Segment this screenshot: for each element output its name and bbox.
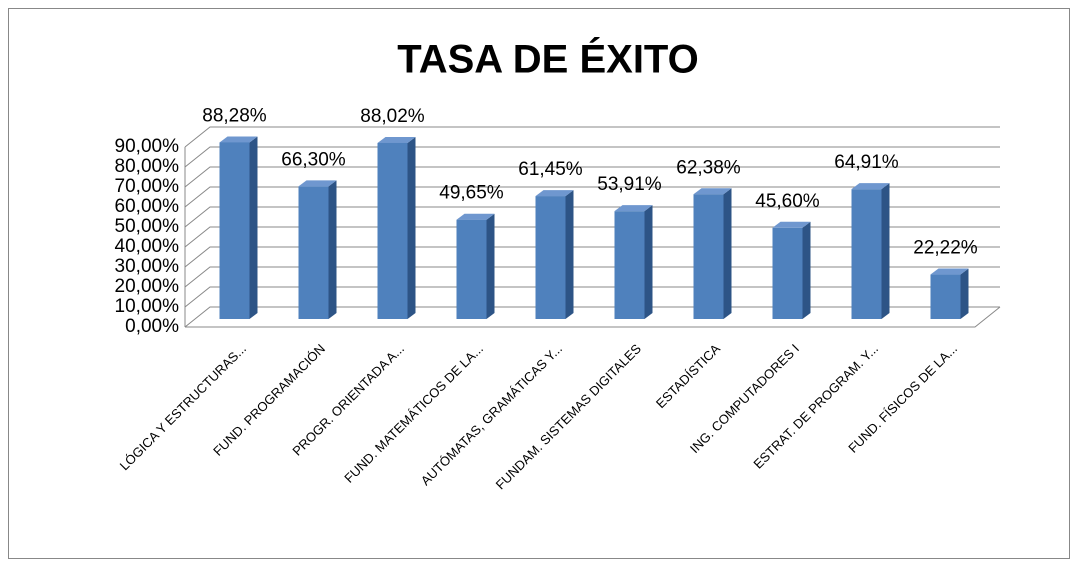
bar-top xyxy=(930,268,969,275)
bar-side xyxy=(249,136,258,319)
grid-line xyxy=(184,206,1000,228)
grid-line xyxy=(184,146,1000,168)
grid-line xyxy=(184,166,1000,188)
value-label: 88,02% xyxy=(360,106,425,127)
bar-side xyxy=(723,188,732,319)
y-tick-label: 30,00% xyxy=(115,256,180,277)
bar-side xyxy=(407,136,416,319)
y-tick-label: 20,00% xyxy=(115,276,180,297)
value-label: 88,28% xyxy=(202,105,267,126)
bar xyxy=(851,189,882,319)
bar-side xyxy=(565,190,574,319)
grid-line xyxy=(184,186,1000,208)
y-tick-label: 70,00% xyxy=(115,176,180,197)
value-label: 62,38% xyxy=(676,157,741,178)
floor-edge xyxy=(185,306,1001,328)
y-tick-label: 0,00% xyxy=(125,316,179,337)
bar-side xyxy=(328,180,337,319)
bar xyxy=(930,274,961,319)
value-label: 45,60% xyxy=(755,191,820,212)
value-label: 66,30% xyxy=(281,149,346,170)
bar-side xyxy=(881,183,890,319)
bar-top xyxy=(298,180,337,187)
grid-line xyxy=(184,286,1000,308)
grid-line xyxy=(184,266,1000,288)
bar xyxy=(693,194,724,319)
bar-top xyxy=(219,136,258,143)
bar xyxy=(456,219,487,319)
bar-side xyxy=(644,205,653,319)
grid-line xyxy=(184,246,1000,268)
bar xyxy=(377,142,408,319)
y-tick-label: 90,00% xyxy=(115,136,180,157)
bar-top xyxy=(614,205,653,212)
y-tick-label: 80,00% xyxy=(115,156,180,177)
y-tick-label: 50,00% xyxy=(115,216,180,237)
chart-title: TASA DE ÉXITO xyxy=(397,37,699,82)
bar-top xyxy=(456,213,495,220)
grid-line xyxy=(184,306,1000,328)
value-label: 64,91% xyxy=(834,152,899,173)
bar xyxy=(298,186,329,319)
bar xyxy=(772,227,803,319)
value-label: 53,91% xyxy=(597,174,662,195)
bar xyxy=(535,196,566,319)
y-tick-label: 40,00% xyxy=(115,236,180,257)
bar-top xyxy=(535,190,574,197)
bar-side xyxy=(960,268,969,319)
grid-line xyxy=(184,226,1000,248)
value-label: 49,65% xyxy=(439,183,504,204)
bar-top xyxy=(772,221,811,228)
value-label: 22,22% xyxy=(913,238,978,259)
grid-line xyxy=(184,126,1000,148)
bar-top xyxy=(377,136,416,143)
bar xyxy=(614,211,645,319)
bar-top xyxy=(851,183,890,190)
y-tick-label: 60,00% xyxy=(115,196,180,217)
y-tick-label: 10,00% xyxy=(115,296,180,317)
bar xyxy=(219,142,250,319)
bar-side xyxy=(486,213,495,319)
bar-side xyxy=(802,221,811,319)
value-label: 61,45% xyxy=(518,159,583,180)
bar-top xyxy=(693,188,732,195)
